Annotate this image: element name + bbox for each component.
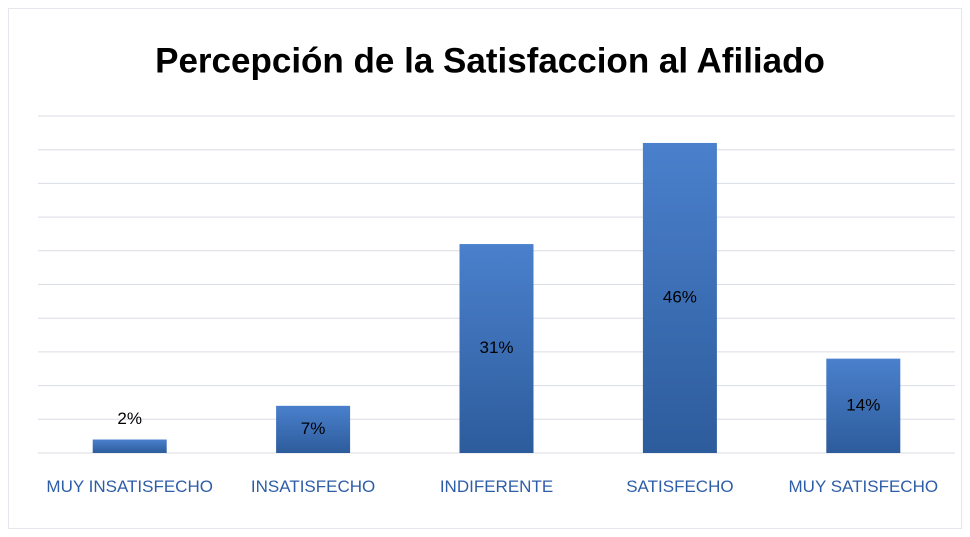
data-label: 46% (663, 287, 697, 306)
chart-title: Percepción de la Satisfaccion al Afiliad… (155, 41, 825, 80)
data-label: 14% (846, 395, 880, 414)
bar (459, 244, 534, 453)
bar (826, 358, 901, 453)
bar (642, 142, 717, 453)
x-tick-label: INSATISFECHO (250, 477, 376, 496)
chart-border (8, 8, 962, 529)
bar (276, 405, 351, 453)
data-label: 31% (479, 338, 513, 357)
x-tick-label: MUY SATISFECHO (788, 477, 939, 496)
data-label: 7% (301, 419, 326, 438)
x-tick-label: INDIFERENTE (439, 477, 554, 496)
bar (92, 439, 167, 453)
data-label: 2% (117, 409, 142, 428)
x-tick-label: MUY INSATISFECHO (46, 477, 213, 496)
x-tick-label: SATISFECHO (626, 477, 734, 496)
